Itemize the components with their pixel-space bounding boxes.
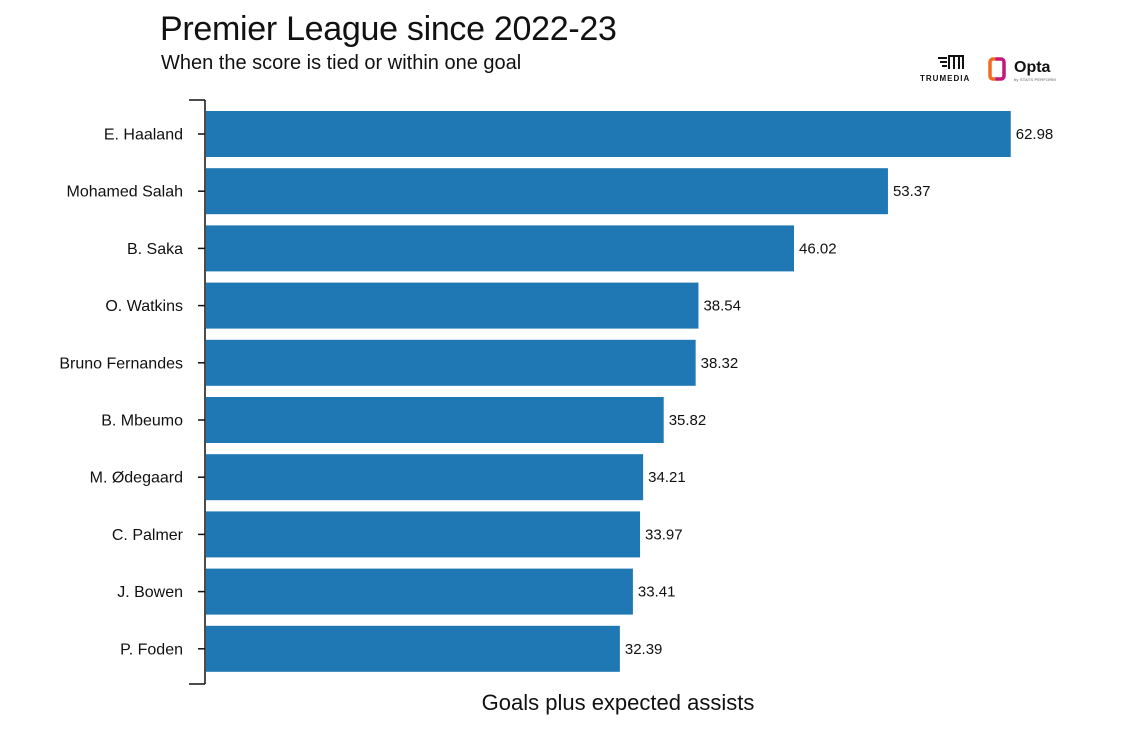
value-label: 38.54 bbox=[703, 298, 741, 315]
bar bbox=[206, 225, 795, 272]
bar bbox=[206, 511, 641, 558]
opta-logo: Opta by STATS PERFORM bbox=[988, 55, 1070, 85]
bar bbox=[206, 282, 699, 329]
x-axis-label: Goals plus expected assists bbox=[481, 690, 755, 715]
bar bbox=[206, 397, 664, 443]
trumedia-wordmark: TRUMEDIA bbox=[920, 74, 971, 83]
category-label: O. Watkins bbox=[105, 298, 183, 315]
value-label: 46.02 bbox=[799, 240, 837, 257]
chart-title: Premier League since 2022-23 bbox=[160, 10, 617, 48]
bar bbox=[206, 111, 1011, 157]
category-label: C. Palmer bbox=[112, 527, 184, 544]
opta-ring-icon bbox=[988, 57, 1006, 81]
category-label: J. Bowen bbox=[117, 584, 183, 601]
category-label: E. Haaland bbox=[104, 127, 183, 144]
value-label: 62.98 bbox=[1016, 126, 1054, 143]
value-label: 53.37 bbox=[893, 183, 931, 200]
chart-subtitle: When the score is tied or within one goa… bbox=[161, 52, 522, 74]
category-label: Bruno Fernandes bbox=[59, 355, 183, 372]
value-label: 33.41 bbox=[638, 584, 676, 601]
trumedia-mark-icon bbox=[938, 55, 964, 69]
trumedia-logo: TRUMEDIA bbox=[920, 55, 980, 85]
category-label: B. Saka bbox=[127, 241, 183, 258]
bar bbox=[206, 625, 620, 672]
value-label: 33.97 bbox=[645, 526, 683, 543]
value-label: 38.32 bbox=[701, 355, 739, 372]
category-label: P. Foden bbox=[120, 641, 183, 658]
value-label: 32.39 bbox=[625, 641, 663, 658]
opta-wordmark: Opta bbox=[1014, 59, 1051, 76]
category-label: Mohamed Salah bbox=[66, 184, 183, 201]
value-label: 35.82 bbox=[669, 412, 707, 429]
bars-group: E. Haaland 62.98 Mohamed Salah 53.37 B. Saka… bbox=[59, 111, 1053, 672]
bar bbox=[206, 339, 696, 386]
bar bbox=[206, 168, 888, 215]
value-label: 34.21 bbox=[648, 469, 686, 486]
category-label: B. Mbeumo bbox=[101, 413, 183, 430]
opta-tagline: by STATS PERFORM bbox=[1014, 77, 1056, 82]
category-label: M. Ødegaard bbox=[90, 470, 183, 487]
logos: TRUMEDIA Opta by STATS PERFORM bbox=[920, 55, 1070, 91]
bar bbox=[206, 568, 633, 615]
bar bbox=[206, 454, 644, 501]
